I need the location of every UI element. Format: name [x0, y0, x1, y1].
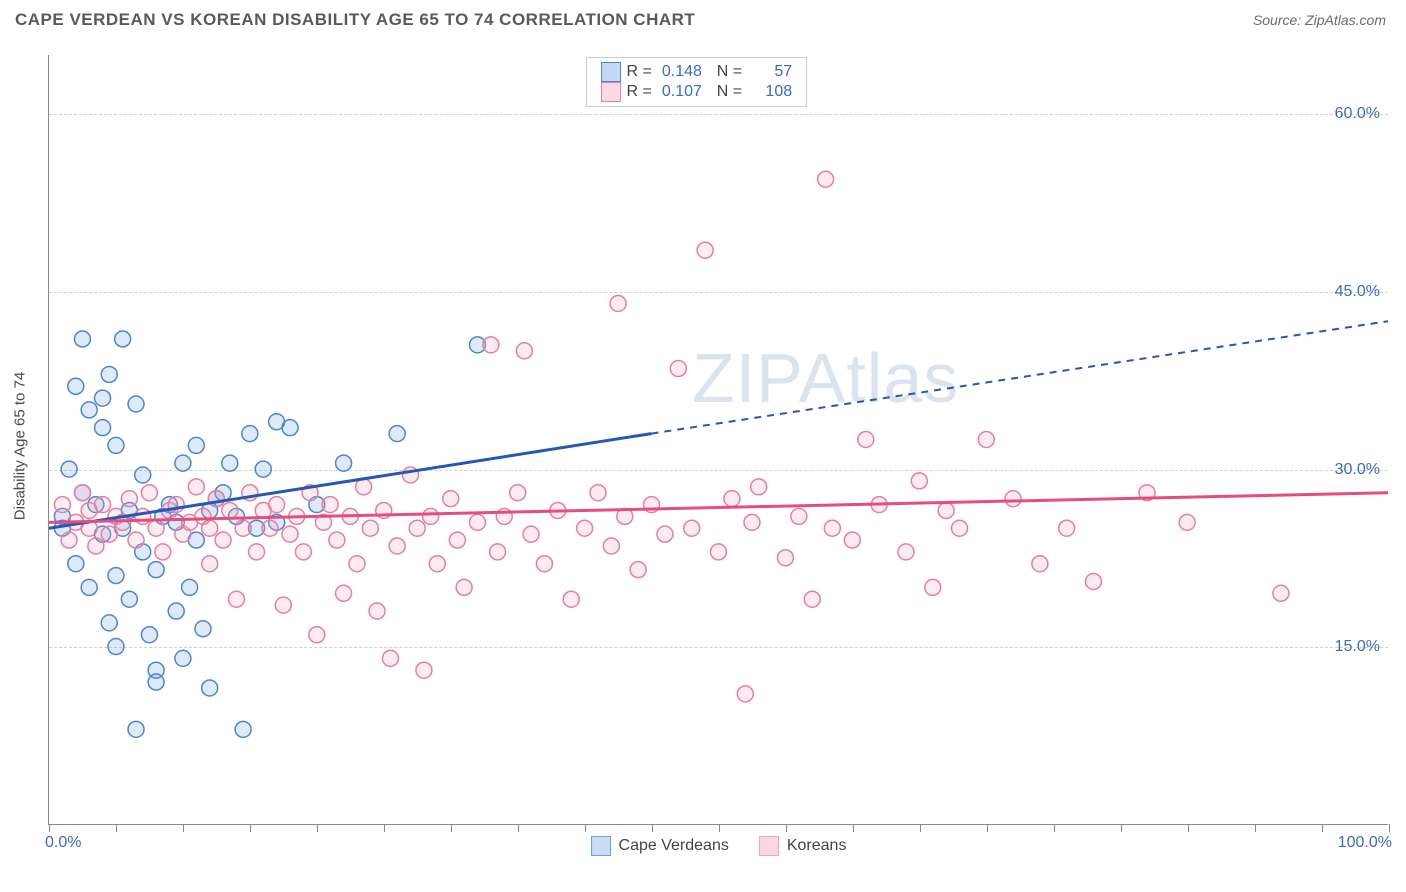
- x-tick: [49, 824, 50, 832]
- x-tick: [1255, 824, 1256, 832]
- x-tick: [183, 824, 184, 832]
- swatch-cape-verdeans-bottom: [591, 836, 611, 856]
- x-tick: [1322, 824, 1323, 832]
- x-tick: [585, 824, 586, 832]
- x-tick: [719, 824, 720, 832]
- chart-title: CAPE VERDEAN VS KOREAN DISABILITY AGE 65…: [15, 10, 695, 30]
- series-legend: Cape Verdeans Koreans: [591, 836, 847, 856]
- legend-item-cape-verdeans: Cape Verdeans: [591, 836, 729, 856]
- legend-item-koreans: Koreans: [759, 836, 847, 856]
- x-tick: [250, 824, 251, 832]
- legend-label-koreans: Koreans: [787, 837, 847, 855]
- x-tick: [1188, 824, 1189, 832]
- x-tick: [384, 824, 385, 832]
- x-tick: [1121, 824, 1122, 832]
- chart-plot-area: ZIPAtlas R = 0.148 N = 57 R = 0.107 N = …: [48, 55, 1388, 825]
- y-axis-label: Disability Age 65 to 74: [12, 372, 29, 520]
- x-tick: [451, 824, 452, 832]
- x-tick: [317, 824, 318, 832]
- x-label-right: 100.0%: [1338, 834, 1392, 852]
- x-tick: [518, 824, 519, 832]
- legend-label-cape-verdeans: Cape Verdeans: [619, 837, 729, 855]
- swatch-koreans-bottom: [759, 836, 779, 856]
- chart-source: Source: ZipAtlas.com: [1253, 12, 1386, 28]
- x-tick: [853, 824, 854, 832]
- x-tick: [116, 824, 117, 832]
- x-tick: [1389, 824, 1390, 832]
- x-tick: [1054, 824, 1055, 832]
- x-tick: [786, 824, 787, 832]
- x-tick: [987, 824, 988, 832]
- x-tick: [920, 824, 921, 832]
- scatter-plot-svg: [49, 55, 1388, 824]
- x-label-left: 0.0%: [45, 834, 81, 852]
- x-tick: [652, 824, 653, 832]
